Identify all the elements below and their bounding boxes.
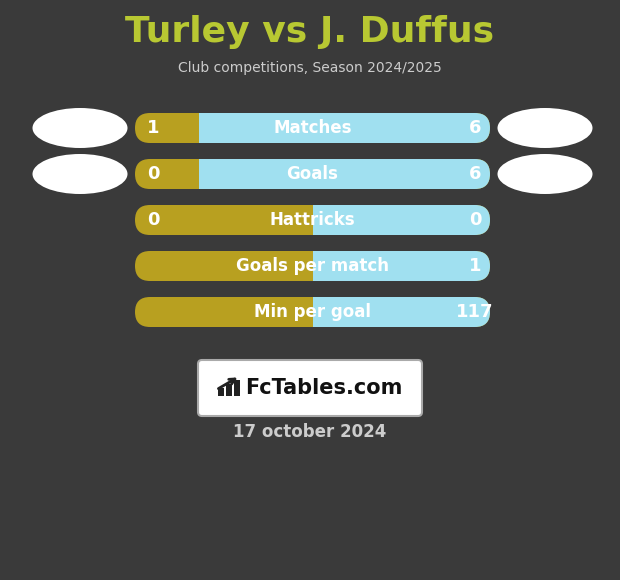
Bar: [312, 203, 492, 237]
Text: 17 october 2024: 17 october 2024: [233, 423, 387, 441]
Text: 0: 0: [147, 165, 159, 183]
FancyBboxPatch shape: [135, 251, 490, 281]
Text: 1: 1: [469, 257, 481, 275]
Bar: [199, 157, 492, 191]
Text: FcTables.com: FcTables.com: [246, 378, 402, 398]
Text: 1: 1: [147, 119, 159, 137]
Text: Turley vs J. Duffus: Turley vs J. Duffus: [125, 15, 495, 49]
FancyBboxPatch shape: [135, 113, 490, 143]
FancyBboxPatch shape: [135, 159, 490, 189]
Text: Hattricks: Hattricks: [270, 211, 355, 229]
Text: 6: 6: [469, 119, 481, 137]
FancyBboxPatch shape: [198, 360, 422, 416]
Text: 117: 117: [456, 303, 494, 321]
Bar: [199, 111, 492, 145]
Ellipse shape: [32, 154, 128, 194]
Text: 6: 6: [469, 165, 481, 183]
FancyBboxPatch shape: [135, 159, 490, 189]
Text: Min per goal: Min per goal: [254, 303, 371, 321]
FancyBboxPatch shape: [135, 205, 490, 235]
FancyBboxPatch shape: [135, 297, 490, 327]
Bar: [312, 249, 492, 283]
FancyBboxPatch shape: [135, 205, 490, 235]
Bar: [312, 295, 492, 329]
Bar: [226, 384, 232, 396]
FancyBboxPatch shape: [135, 113, 490, 143]
Text: Club competitions, Season 2024/2025: Club competitions, Season 2024/2025: [178, 61, 442, 75]
Bar: [234, 380, 240, 396]
Text: 0: 0: [147, 211, 159, 229]
Text: Goals per match: Goals per match: [236, 257, 389, 275]
Ellipse shape: [32, 108, 128, 148]
Ellipse shape: [497, 154, 593, 194]
Text: 0: 0: [469, 211, 481, 229]
FancyBboxPatch shape: [135, 297, 490, 327]
Ellipse shape: [497, 108, 593, 148]
Text: Goals: Goals: [286, 165, 339, 183]
Text: Matches: Matches: [273, 119, 352, 137]
FancyBboxPatch shape: [135, 251, 490, 281]
Bar: [218, 388, 224, 396]
